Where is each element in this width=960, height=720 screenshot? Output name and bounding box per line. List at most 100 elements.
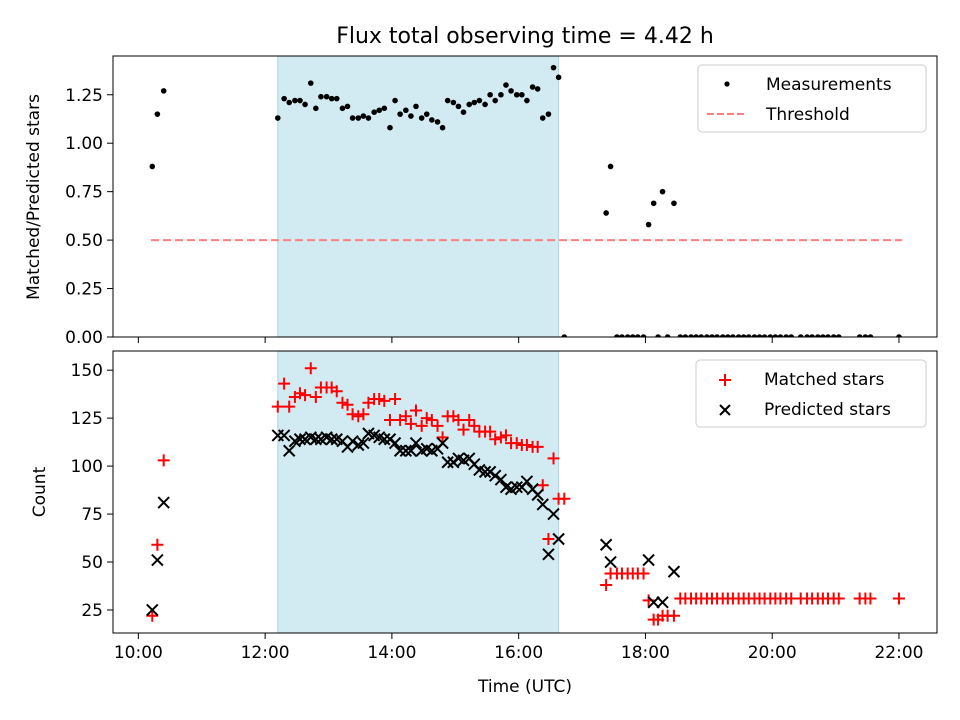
top-legend: Measurements Threshold <box>697 64 927 133</box>
data-point <box>867 334 874 337</box>
top-panel: 0.00 0.25 0.50 0.75 1.00 1.25 Matched/Predict… <box>24 55 938 348</box>
data-point <box>157 496 170 509</box>
data-point <box>349 115 356 121</box>
data-point <box>659 188 666 195</box>
data-point <box>313 105 319 112</box>
data-point <box>558 492 571 505</box>
data-point <box>489 433 502 446</box>
data-point <box>856 334 863 337</box>
x-tick-label: 22:00 <box>874 643 923 663</box>
data-point <box>297 97 303 104</box>
y-tick-label: 0.75 <box>65 183 103 203</box>
data-point <box>487 91 493 98</box>
data-point <box>484 425 497 438</box>
data-point <box>299 389 312 402</box>
data-point <box>399 410 412 423</box>
data-point <box>519 91 525 98</box>
observing-span-top <box>277 55 560 338</box>
x-tick-label: 10:00 <box>114 643 163 663</box>
data-point <box>635 334 641 337</box>
data-point <box>330 385 343 398</box>
data-point <box>160 88 167 94</box>
y-tick-label: 1.25 <box>65 86 103 106</box>
data-point <box>304 362 317 375</box>
data-point <box>489 469 502 482</box>
data-point <box>642 553 655 567</box>
data-point <box>629 334 636 337</box>
data-point <box>397 111 403 117</box>
data-point <box>896 334 902 337</box>
data-point <box>283 400 296 413</box>
data-point <box>444 97 451 104</box>
legend-label-measurements: Measurements <box>766 75 892 95</box>
data-point <box>325 433 338 446</box>
data-point <box>503 82 509 88</box>
data-point <box>709 334 715 337</box>
data-point <box>413 103 419 110</box>
top-y-axis-label: Matched/Predicted stars <box>24 94 44 300</box>
bottom-axes-frame <box>112 350 938 634</box>
data-point <box>682 334 689 337</box>
data-point <box>531 440 544 453</box>
data-point <box>815 334 821 337</box>
data-point <box>436 436 449 450</box>
data-point <box>281 95 287 102</box>
data-point <box>293 433 307 446</box>
data-point <box>825 334 831 337</box>
y-tick-label: 0.50 <box>65 231 103 251</box>
legend-marker-matched <box>719 374 731 386</box>
observing-span <box>277 55 560 338</box>
data-point <box>404 417 417 430</box>
data-point <box>772 334 779 337</box>
y-tick-label: 1.00 <box>65 134 103 154</box>
data-point <box>864 592 877 605</box>
data-point <box>777 334 784 337</box>
data-point <box>624 334 631 337</box>
data-point <box>510 480 523 494</box>
data-point <box>151 553 164 567</box>
data-point <box>460 109 467 115</box>
data-point <box>425 414 438 427</box>
data-point <box>640 334 647 337</box>
data-point <box>389 392 402 405</box>
data-point <box>832 592 845 605</box>
x-tick-label: 12:00 <box>241 643 290 663</box>
data-point <box>510 437 523 450</box>
data-point <box>333 95 340 102</box>
data-point <box>149 163 156 170</box>
data-point <box>547 452 560 465</box>
data-point <box>499 429 512 442</box>
data-point <box>531 488 544 502</box>
data-point <box>603 210 609 216</box>
data-point <box>552 532 565 546</box>
data-point <box>719 334 726 337</box>
data-point <box>797 334 804 337</box>
data-point <box>346 408 359 421</box>
data-point <box>154 111 161 117</box>
data-point <box>277 429 291 442</box>
data-point <box>431 419 444 432</box>
series-predicted-stars <box>146 427 681 617</box>
top-x-ticks <box>137 337 900 343</box>
data-point <box>271 400 284 413</box>
data-point <box>482 101 488 108</box>
y-tick-label: 0.25 <box>65 280 103 300</box>
data-point <box>434 119 441 125</box>
bottom-legend: Matched stars Predicted stars <box>695 359 927 428</box>
data-point <box>146 609 159 622</box>
data-point <box>439 124 446 131</box>
data-point <box>725 334 731 337</box>
y-tick-label: 0.00 <box>65 328 103 348</box>
data-point <box>365 115 372 121</box>
figure-title: Flux total observing time = 4.42 h <box>336 24 714 49</box>
data-point <box>381 105 388 112</box>
data-point <box>550 64 557 71</box>
data-point <box>529 84 536 90</box>
y-tick-label: 50 <box>81 553 103 573</box>
data-point <box>450 99 457 106</box>
data-point <box>344 103 351 110</box>
data-point <box>607 163 614 170</box>
data-point <box>671 200 677 207</box>
data-point <box>714 334 720 337</box>
